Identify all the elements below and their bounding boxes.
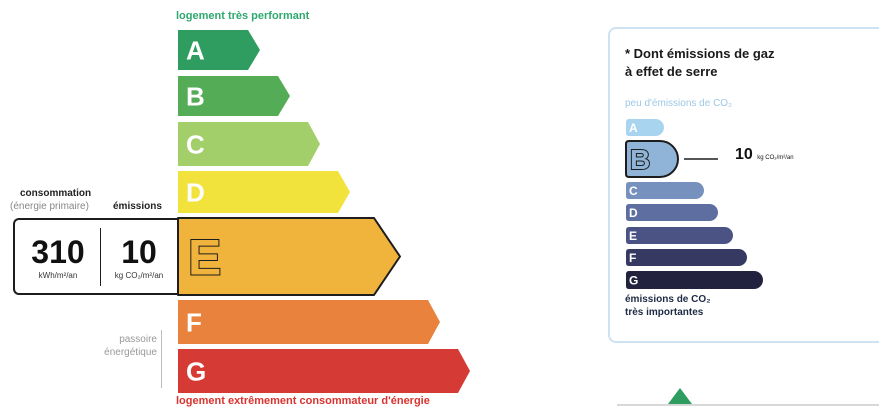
- ges-bar-a: [626, 119, 664, 136]
- dpe-letter-g: G: [186, 356, 206, 386]
- ges-bar-g: [626, 271, 763, 289]
- ges-letter-c: C: [629, 184, 638, 198]
- ges-bar-d: [626, 204, 718, 221]
- dpe-letter-c: C: [186, 129, 205, 159]
- passoire-bracket: [161, 330, 162, 388]
- dpe-bar-g: [178, 349, 470, 393]
- value-box: [13, 218, 177, 295]
- ges-bar-c: [626, 182, 704, 199]
- dpe-bottom-caption: logement extrêmement consommateur d'éner…: [176, 395, 430, 407]
- dpe-letter-a: A: [186, 35, 205, 65]
- emissions-block: 10 kg CO₂/m²/an: [102, 234, 176, 280]
- ges-title-line2: à effet de serre: [625, 64, 718, 79]
- ges-letter-f: F: [629, 251, 636, 265]
- dpe-letter-d: D: [186, 177, 205, 207]
- consumption-block: 310 kWh/m²/an: [17, 234, 99, 280]
- ges-letter-b: B: [630, 144, 650, 175]
- consumption-subtitle: (énergie primaire): [10, 201, 89, 212]
- ges-bar-f: [626, 249, 747, 266]
- next-card-arrow-icon: [668, 388, 692, 404]
- dpe-top-caption: logement très performant: [176, 10, 310, 22]
- consumption-title: consommation: [20, 188, 92, 199]
- dpe-bar-e: [177, 217, 401, 296]
- emissions-value: 10: [121, 234, 157, 270]
- dpe-bar-d: [178, 171, 350, 213]
- ges-letter-e: E: [629, 229, 637, 243]
- passoire-label: passoire énergétique: [82, 333, 157, 359]
- consumption-value: 310: [31, 234, 85, 270]
- ges-top-caption: peu d'émissions de CO₂: [625, 98, 732, 109]
- dpe-bar-b: [178, 76, 290, 116]
- dpe-bar-a: [178, 30, 260, 70]
- consumption-unit: kWh/m²/an: [38, 271, 78, 280]
- passoire-line1: passoire: [119, 334, 157, 345]
- dpe-bar-f: [178, 300, 440, 344]
- ges-bottom-caption-line2: très importantes: [625, 307, 704, 318]
- dpe-letter-e: E: [188, 230, 221, 286]
- dpe-bar-c: [178, 122, 320, 166]
- ges-bottom-caption-line1: émissions de CO₂: [625, 294, 711, 305]
- ges-bar-e: [626, 227, 734, 244]
- dpe-letter-b: B: [186, 81, 205, 111]
- emissions-unit: kg CO₂/m²/an: [114, 271, 164, 280]
- dpe-letter-f: F: [186, 307, 202, 337]
- value-separator: [100, 228, 101, 286]
- ges-bar-b: [625, 140, 679, 178]
- ges-letter-g: G: [629, 273, 638, 287]
- ges-title: * Dont émissions de gaz à effet de serre: [625, 45, 775, 81]
- ges-letter-a: A: [629, 121, 638, 135]
- ges-letter-d: D: [629, 206, 638, 220]
- passoire-line2: énergétique: [104, 347, 157, 358]
- ges-bottom-caption: émissions de CO₂ très importantes: [625, 293, 711, 319]
- emissions-title: émissions: [113, 201, 162, 212]
- ges-value: 10: [735, 146, 753, 163]
- ges-value-label: 10 kg CO₂/m²/an: [735, 146, 794, 164]
- ges-unit: kg CO₂/m²/an: [757, 155, 794, 161]
- bottom-divider: [617, 404, 879, 406]
- ges-title-line1: * Dont émissions de gaz: [625, 46, 775, 61]
